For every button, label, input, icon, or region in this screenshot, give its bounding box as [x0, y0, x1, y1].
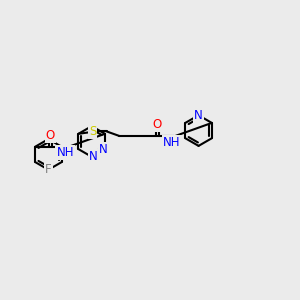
Text: O: O	[153, 118, 162, 131]
Text: S: S	[89, 125, 96, 138]
Text: NH: NH	[56, 146, 74, 159]
Text: N: N	[89, 150, 98, 163]
Text: O: O	[46, 129, 55, 142]
Text: N: N	[99, 142, 108, 156]
Text: N: N	[194, 109, 203, 122]
Text: F: F	[45, 163, 52, 176]
Text: NH: NH	[163, 136, 181, 149]
